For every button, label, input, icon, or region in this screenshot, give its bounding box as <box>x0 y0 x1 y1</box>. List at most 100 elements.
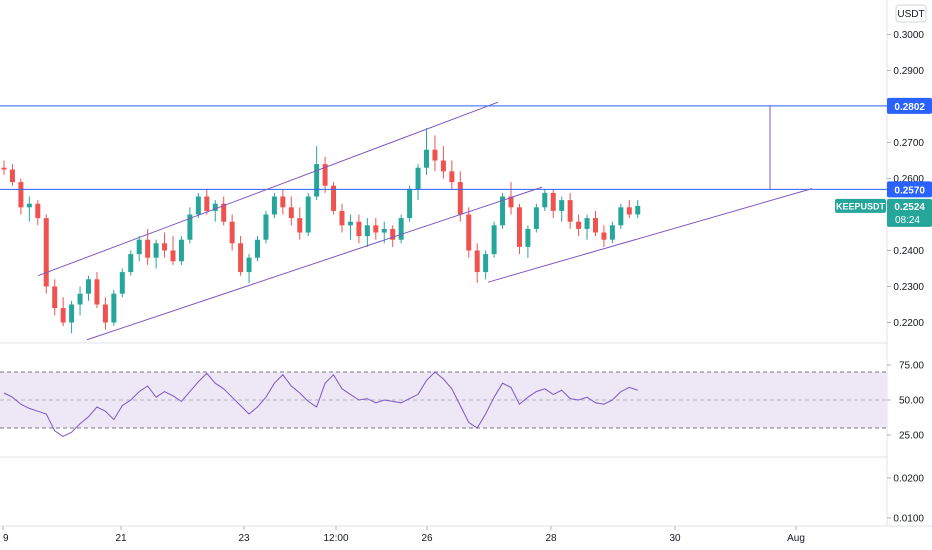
candle-body[interactable] <box>635 205 641 215</box>
candle-body[interactable] <box>415 167 421 190</box>
candle-body[interactable] <box>86 279 91 294</box>
candle-body[interactable] <box>170 250 176 262</box>
time-axis-label: 28 <box>545 533 557 544</box>
lower-axis-label: 0.0100 <box>893 514 924 525</box>
candle-body[interactable] <box>584 218 590 229</box>
rsi-pane[interactable] <box>0 371 887 437</box>
candle-body[interactable] <box>567 200 573 222</box>
candle-body[interactable] <box>305 196 311 233</box>
channel-upper-trendline[interactable] <box>37 101 499 277</box>
lower-axis-label: 0.0200 <box>893 474 924 485</box>
candle-body[interactable] <box>229 221 235 244</box>
candle-body[interactable] <box>466 214 472 251</box>
candle-body[interactable] <box>187 214 193 240</box>
candle-body[interactable] <box>238 243 244 273</box>
candle-body[interactable] <box>542 192 548 208</box>
candle-body[interactable] <box>440 160 446 172</box>
candle-body[interactable] <box>601 232 607 240</box>
candle-body[interactable] <box>246 257 252 273</box>
price-axis-label: 0.2900 <box>893 66 924 77</box>
candle-body[interactable] <box>280 196 286 208</box>
time-axis-label: 9 <box>3 533 9 544</box>
candle-body[interactable] <box>424 149 429 168</box>
channel-lower-trendline[interactable] <box>86 186 543 341</box>
candle-body[interactable] <box>381 228 387 233</box>
candle-body[interactable] <box>204 196 210 211</box>
symbol-tag-label: KEEPUSDT <box>836 201 886 211</box>
candle-body[interactable] <box>407 189 413 219</box>
candle-body[interactable] <box>398 218 404 240</box>
rsi-axis[interactable]: 75.00 50.00 25.00 <box>887 361 924 442</box>
candle-body[interactable] <box>339 210 345 226</box>
candle-body[interactable] <box>314 164 320 197</box>
candle-body[interactable] <box>609 225 615 240</box>
candle-body[interactable] <box>576 221 582 229</box>
candle-body[interactable] <box>26 203 32 208</box>
candle-body[interactable] <box>263 214 269 240</box>
candle-body[interactable] <box>77 293 83 305</box>
candle-body[interactable] <box>102 304 108 323</box>
price-axis-label: 0.3000 <box>893 30 924 41</box>
price-axis-label: 0.2400 <box>893 246 924 257</box>
candle-body[interactable] <box>347 221 353 226</box>
candle-body[interactable] <box>373 225 379 233</box>
time-axis[interactable]: 9 21 23 12:00 26 28 30 Aug <box>2 526 805 544</box>
candle-body[interactable] <box>491 225 497 255</box>
time-axis-label: 21 <box>115 533 127 544</box>
candle-body[interactable] <box>449 171 455 183</box>
drawings[interactable] <box>0 101 887 341</box>
candle-body[interactable] <box>195 196 201 215</box>
candle-body[interactable] <box>221 203 227 222</box>
candle-body[interactable] <box>178 239 184 262</box>
candle-body[interactable] <box>162 243 168 251</box>
candle-body[interactable] <box>364 225 370 237</box>
candle-body[interactable] <box>626 207 632 215</box>
support-trendline[interactable] <box>487 188 813 283</box>
candle-body[interactable] <box>483 254 489 273</box>
candle-body[interactable] <box>94 279 100 305</box>
candle-body[interactable] <box>457 182 463 215</box>
candle-body[interactable] <box>618 207 624 226</box>
candle-body[interactable] <box>9 169 15 183</box>
candle-body[interactable] <box>322 164 328 186</box>
candle-body[interactable] <box>288 207 294 219</box>
candle-body[interactable] <box>500 196 506 226</box>
candle-body[interactable] <box>145 239 151 258</box>
candle-body[interactable] <box>331 185 337 211</box>
candle-body[interactable] <box>559 200 565 211</box>
candle-body[interactable] <box>60 308 66 323</box>
candle-body[interactable] <box>111 293 117 323</box>
candle-body[interactable] <box>255 239 260 258</box>
candle-body[interactable] <box>18 182 24 208</box>
candle-body[interactable] <box>35 203 41 219</box>
candle-body[interactable] <box>516 207 522 247</box>
price-axis-label: 0.2700 <box>893 138 924 149</box>
candle-body[interactable] <box>153 243 159 258</box>
candle-body[interactable] <box>432 149 438 161</box>
candle-body[interactable] <box>356 221 362 237</box>
currency-button[interactable]: USDT <box>895 4 927 23</box>
candle-body[interactable] <box>297 218 303 233</box>
price-axis[interactable]: 0.30000.29000.28000.27000.26000.24000.23… <box>887 30 924 329</box>
level-tag-lower: 0.2570 <box>894 185 925 196</box>
candle-body[interactable] <box>136 239 142 255</box>
candle-body[interactable] <box>390 228 396 240</box>
candle-body[interactable] <box>271 196 277 215</box>
candle-body[interactable] <box>43 218 49 287</box>
candle-body[interactable] <box>119 272 125 294</box>
candle-body[interactable] <box>1 167 7 170</box>
rsi-axis-label: 75.00 <box>899 361 924 372</box>
candle-body[interactable] <box>593 218 598 233</box>
candle-body[interactable] <box>212 203 218 211</box>
candle-body[interactable] <box>52 286 58 309</box>
candle-body[interactable] <box>474 250 480 273</box>
candle-body[interactable] <box>550 192 556 211</box>
candle-body[interactable] <box>508 196 514 208</box>
candle-body[interactable] <box>69 304 75 323</box>
candles[interactable] <box>1 128 641 334</box>
candle-body[interactable] <box>533 207 539 229</box>
candle-body[interactable] <box>525 228 531 247</box>
candle-body[interactable] <box>128 254 134 273</box>
lower-pane-axis[interactable]: 0.0200 0.0100 <box>887 474 924 525</box>
